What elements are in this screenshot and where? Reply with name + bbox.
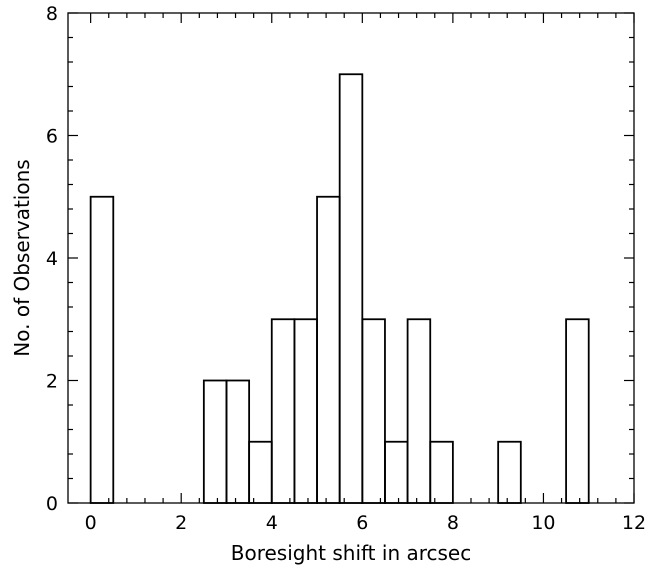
histogram-bar [293, 318, 318, 504]
histogram-bar [202, 379, 228, 504]
y-axis-label: No. of Observations [10, 159, 34, 356]
x-tick-label: 12 [622, 512, 646, 534]
histogram-bar [565, 318, 590, 504]
x-tick-label: 10 [531, 512, 555, 534]
x-tick-label: 2 [175, 512, 187, 534]
axis-ticks [68, 12, 635, 504]
histogram-bar [89, 195, 115, 504]
histogram-bar [248, 440, 273, 504]
histogram-bar [384, 440, 409, 504]
y-tick-label: 0 [46, 493, 58, 515]
x-tick-label: 0 [85, 512, 97, 534]
histogram-bar [361, 318, 386, 504]
histogram-bar [497, 440, 522, 504]
plot-frame [67, 12, 635, 504]
histogram-bar [270, 318, 296, 504]
x-tick-label: 6 [356, 512, 368, 534]
x-axis-label: Boresight shift in arcsec [231, 541, 471, 565]
y-tick-label: 4 [46, 248, 58, 270]
x-tick-label: 8 [447, 512, 459, 534]
histogram-bars [89, 73, 590, 504]
histogram-bar [338, 73, 364, 504]
tick-labels: 0 2 4 6 8 10 12 0 2 4 6 8 [46, 3, 646, 534]
histogram-bar [225, 379, 251, 504]
histogram-bar [316, 195, 341, 504]
histogram-bar [429, 440, 454, 504]
histogram-bar [406, 318, 432, 504]
y-tick-label: 2 [46, 371, 58, 393]
y-tick-label: 6 [46, 126, 58, 148]
y-tick-label: 8 [46, 3, 58, 25]
x-tick-label: 4 [266, 512, 278, 534]
